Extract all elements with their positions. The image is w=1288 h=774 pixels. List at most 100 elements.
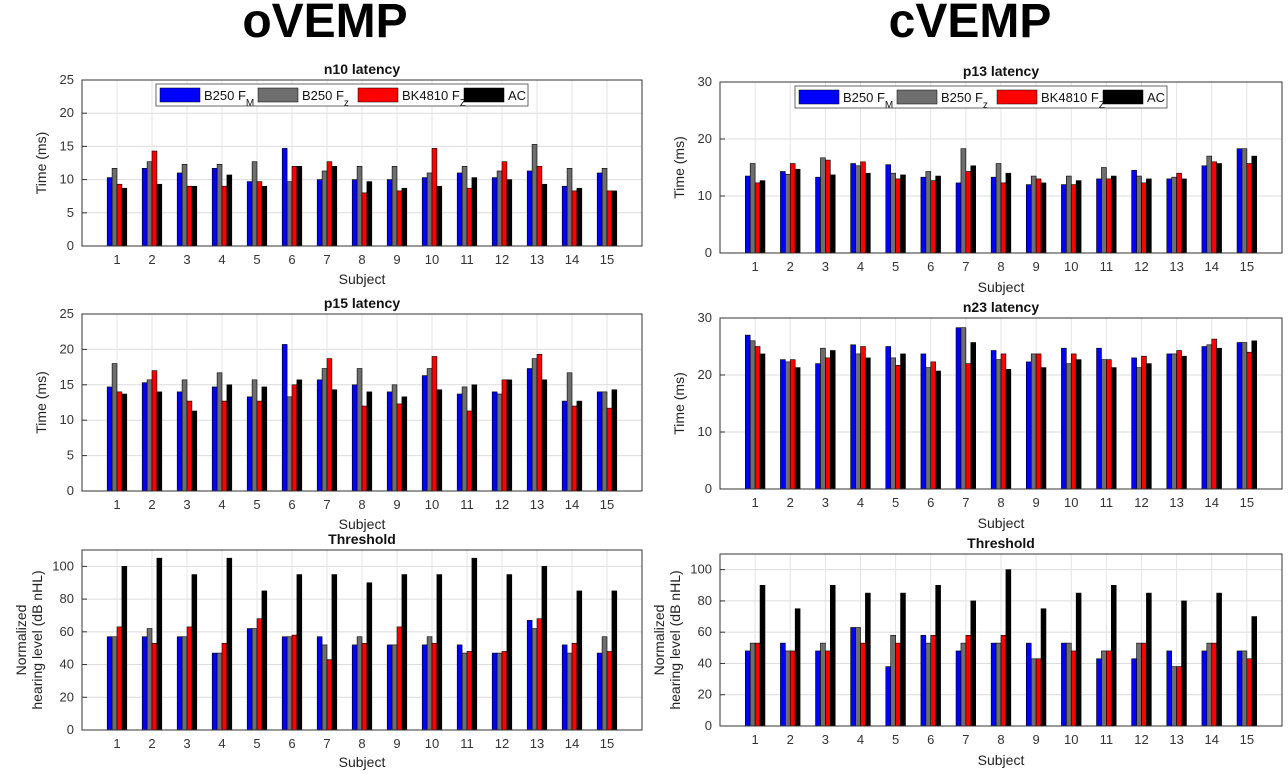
bar-bk4810-fz-subject-4 — [860, 161, 866, 254]
bar-b250-fz-subject-2 — [146, 628, 153, 731]
bar-bk4810-fz-subject-1 — [116, 391, 123, 492]
bar-b250-fm-subject-1 — [744, 334, 751, 490]
x-tick-label: 1 — [113, 497, 120, 512]
bar-ac-subject-5 — [900, 353, 906, 490]
x-axis-label: Subject — [339, 516, 386, 532]
x-tick-label: 9 — [393, 252, 400, 267]
bar-b250-fz-subject-1 — [749, 163, 756, 254]
bar-ac-subject-2 — [156, 183, 163, 247]
x-tick-label: 1 — [752, 495, 759, 510]
bar-b250-fm-subject-9 — [1025, 642, 1032, 727]
x-tick-label: 3 — [822, 495, 829, 510]
bar-bk4810-fz-subject-10 — [1070, 353, 1077, 490]
y-axis-label: Time (ms) — [671, 372, 687, 434]
y-axis-label: Time (ms) — [33, 371, 49, 433]
x-tick-label: 12 — [495, 736, 509, 751]
x-tick-label: 14 — [1205, 732, 1219, 747]
axes-frame — [81, 549, 643, 731]
bar-b250-fz-subject-6 — [925, 642, 932, 727]
bar-b250-fm-subject-8 — [351, 179, 358, 247]
bar-ac-subject-11 — [471, 557, 478, 731]
bar-b250-fm-subject-2 — [780, 359, 786, 490]
bar-bk4810-fz-subject-12 — [1141, 355, 1147, 490]
bar-ac-subject-1 — [121, 187, 128, 247]
x-tick-label: 4 — [218, 497, 225, 512]
bar-ac-subject-4 — [226, 174, 233, 247]
bar-ac-subject-3 — [829, 174, 836, 254]
bar-b250-fm-subject-1 — [744, 650, 751, 727]
x-tick-label: 7 — [962, 495, 969, 510]
chart-title: p13 latency — [963, 63, 1039, 79]
x-tick-label: 2 — [787, 495, 794, 510]
x-tick-label: 2 — [148, 736, 155, 751]
x-tick-label: 9 — [1033, 259, 1040, 274]
bar-b250-fm-subject-5 — [885, 164, 892, 254]
bar-bk4810-fz-subject-4 — [221, 185, 228, 247]
bar-ac-subject-6 — [935, 175, 941, 254]
bar-b250-fz-subject-8 — [356, 636, 363, 731]
x-tick-label: 14 — [1205, 495, 1219, 510]
x-tick-label: 12 — [495, 252, 509, 267]
bar-b250-fm-subject-10 — [1061, 184, 1067, 254]
bar-bk4810-fz-subject-10 — [431, 148, 438, 247]
y-tick-label: 0 — [705, 481, 712, 496]
x-tick-label: 13 — [1169, 732, 1183, 747]
bar-ac-subject-10 — [436, 389, 443, 492]
bar-bk4810-fz-subject-11 — [1106, 650, 1112, 727]
bar-b250-fz-subject-13 — [1171, 176, 1177, 254]
bar-b250-fm-subject-1 — [106, 386, 113, 492]
bar-bk4810-fz-subject-8 — [1000, 182, 1007, 254]
bar-b250-fz-subject-3 — [181, 379, 188, 492]
bar-b250-fm-subject-14 — [1201, 650, 1208, 727]
bar-ac-subject-1 — [759, 584, 766, 727]
x-tick-label: 2 — [787, 732, 794, 747]
bar-bk4810-fz-subject-11 — [1106, 359, 1112, 490]
x-tick-label: 7 — [962, 732, 969, 747]
bar-b250-fm-subject-12 — [491, 652, 498, 731]
bar-bk4810-fz-subject-8 — [361, 642, 368, 731]
bar-b250-fm-subject-9 — [386, 179, 393, 247]
bar-ac-subject-4 — [865, 592, 871, 727]
bar-b250-fz-subject-1 — [749, 340, 756, 490]
bar-bk4810-fz-subject-8 — [361, 192, 368, 247]
bar-bk4810-fz-subject-8 — [1000, 353, 1007, 490]
bar-b250-fz-subject-10 — [426, 368, 433, 492]
bar-b250-fz-subject-5 — [890, 635, 896, 727]
bar-bk4810-fz-subject-6 — [930, 361, 936, 490]
bar-bk4810-fz-subject-7 — [965, 635, 972, 727]
x-tick-label: 3 — [822, 259, 829, 274]
y-tick-label: 20 — [60, 689, 74, 704]
bar-b250-fm-subject-5 — [885, 346, 892, 490]
bar-b250-fz-subject-13 — [1171, 666, 1177, 727]
x-tick-label: 5 — [892, 495, 899, 510]
bar-b250-fz-subject-6 — [286, 396, 293, 492]
bar-b250-fm-subject-3 — [815, 650, 821, 727]
x-tick-label: 4 — [857, 259, 864, 274]
bar-bk4810-fz-subject-15 — [1246, 163, 1253, 254]
x-tick-label: 10 — [425, 497, 439, 512]
bar-bk4810-fz-subject-1 — [754, 182, 761, 254]
bar-bk4810-fz-subject-12 — [501, 651, 508, 731]
bar-bk4810-fz-subject-13 — [1176, 666, 1182, 727]
bar-b250-fz-subject-9 — [1030, 353, 1037, 490]
bar-b250-fm-subject-5 — [246, 181, 253, 247]
axes-frame — [719, 81, 1283, 254]
bar-b250-fm-subject-8 — [990, 350, 997, 490]
y-tick-label: 40 — [60, 657, 74, 672]
bar-b250-fm-subject-3 — [815, 176, 821, 254]
bar-b250-fm-subject-7 — [316, 179, 323, 247]
bar-ac-subject-15 — [1251, 340, 1258, 490]
x-tick-label: 6 — [288, 252, 295, 267]
bar-b250-fm-subject-4 — [211, 386, 218, 492]
bar-ac-subject-9 — [1040, 608, 1047, 727]
y-tick-label: 10 — [698, 188, 712, 203]
bar-ac-subject-13 — [541, 379, 548, 492]
x-tick-label: 4 — [857, 495, 864, 510]
x-tick-label: 15 — [600, 736, 614, 751]
bar-ac-subject-10 — [1075, 592, 1082, 727]
bar-b250-fz-subject-4 — [216, 652, 223, 731]
bar-b250-fz-subject-8 — [356, 166, 363, 247]
bar-ac-subject-11 — [1110, 367, 1117, 490]
bar-ac-subject-8 — [1005, 369, 1012, 490]
